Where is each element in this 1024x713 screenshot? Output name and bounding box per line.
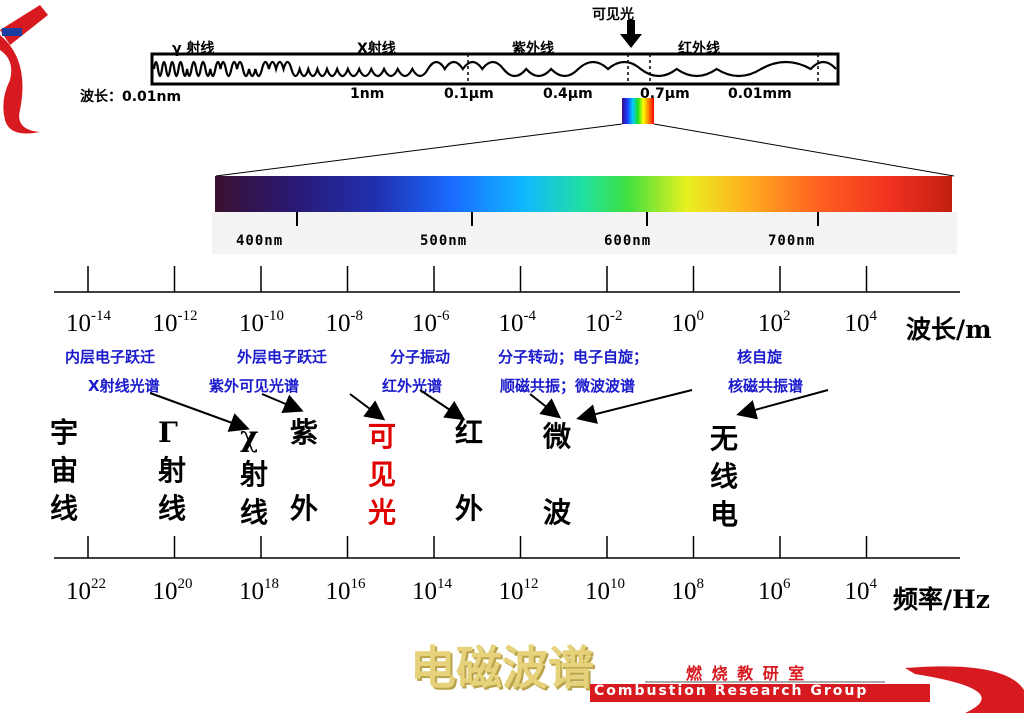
region-label: 可见光 — [368, 420, 397, 529]
down-arrow-icon — [620, 20, 642, 48]
page-title: 电磁波谱 — [410, 641, 594, 695]
wavelength-tick-label: 10-6 — [412, 308, 450, 337]
wavelength-tick-label: 10-12 — [152, 308, 198, 337]
wavelength-tick-label: 10-10 — [239, 308, 284, 337]
nm-500: 500nm — [420, 233, 468, 249]
transition-nuclear-spin: 核自旋 — [737, 348, 783, 366]
frequency-tick-label: 108 — [671, 576, 705, 605]
group-name-en: Combustion Research Group — [594, 683, 869, 699]
transition-molecular-rotation: 分子转动；电子自旋； — [498, 348, 649, 366]
spectroscopy-ir: 红外光谱 — [382, 377, 443, 395]
frequency-tick-label: 106 — [758, 576, 791, 605]
wave-diagram — [150, 52, 840, 86]
visible-light-label: 可见光 — [592, 7, 634, 23]
frequency-tick-label: 1018 — [239, 576, 279, 605]
spectroscopy-xray: X射线光谱 — [88, 377, 160, 395]
frequency-unit: 频率/Hz — [893, 585, 990, 614]
wavelength-tick-label: 100 — [671, 308, 705, 337]
frequency-tick-label: 1014 — [412, 576, 452, 605]
wl-0: 波长：0.01nm — [80, 89, 182, 105]
frequency-tick-label: 104 — [844, 576, 878, 605]
transition-outer-electron: 外层电子跃迁 — [237, 348, 328, 366]
wavelength-axis-line — [54, 266, 960, 293]
scale-tick — [296, 212, 298, 226]
transition-inner-electron: 内层电子跃迁 — [65, 348, 156, 366]
wl-5: 0.01mm — [728, 86, 792, 102]
nm-600: 600nm — [604, 233, 652, 249]
wavelength-tick-label: 10-4 — [498, 308, 537, 337]
spectrum-scale — [212, 212, 957, 254]
region-label: 微波 — [543, 420, 572, 529]
region-label: 紫外 — [290, 416, 319, 525]
wl-1: 1nm — [350, 86, 385, 102]
region-label: 宇宙线 — [50, 416, 79, 525]
visible-spectrum-bar — [215, 176, 952, 212]
frequency-tick-label: 1010 — [585, 576, 625, 605]
frequency-tick-label: 1012 — [498, 576, 539, 605]
wavelength-unit: 波长/m — [906, 315, 992, 344]
scale-tick — [817, 212, 819, 226]
group-name-cn: 燃 烧 教 研 室 — [686, 664, 807, 683]
spectroscopy-uv-vis: 紫外可见光谱 — [209, 377, 300, 395]
mini-spectrum — [622, 98, 654, 124]
region-label: 无线电 — [710, 422, 739, 531]
wavelength-tick-label: 10-14 — [66, 308, 111, 337]
group-logo — [0, 5, 48, 134]
zoom-lines — [215, 123, 955, 177]
wavelength-tick-label: 10-2 — [585, 308, 623, 337]
nm-700: 700nm — [768, 233, 816, 249]
wavelength-tick-label: 10-8 — [325, 308, 364, 337]
transition-molecular-vibration: 分子振动 — [390, 348, 451, 366]
wavelength-tick-label: 104 — [844, 308, 878, 337]
region-label: 红外 — [455, 416, 484, 525]
wl-3: 0.4μm — [543, 86, 593, 102]
frequency-axis-line — [54, 536, 960, 559]
scale-tick — [471, 212, 473, 226]
spectroscopy-nmr: 核磁共振谱 — [728, 377, 804, 395]
scale-tick — [646, 212, 648, 226]
wavelength-tick-label: 102 — [758, 308, 791, 337]
frequency-tick-label: 1016 — [325, 576, 366, 605]
footer-swoosh — [590, 666, 1024, 713]
frequency-tick-label: 1020 — [152, 576, 193, 605]
spectroscopy-epr-microwave: 顺磁共振；微波波谱 — [500, 377, 636, 395]
frequency-tick-label: 1022 — [66, 576, 106, 605]
nm-400: 400nm — [236, 233, 284, 249]
wl-2: 0.1μm — [444, 86, 494, 102]
